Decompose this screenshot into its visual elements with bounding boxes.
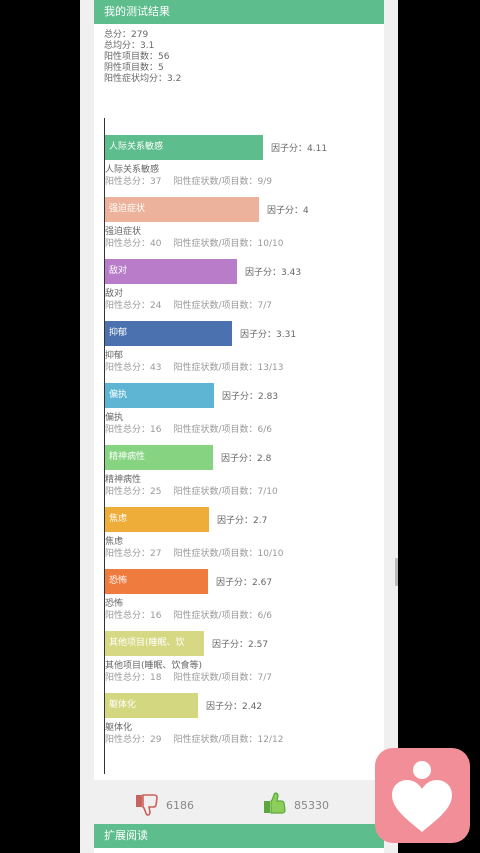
factor-total: 阳性总分：37: [105, 177, 162, 187]
factor-score: 因子分：2.8: [221, 454, 272, 464]
factor-stats: 阳性总分：16 阳性症状数/项目数：6/6: [105, 608, 272, 621]
factor-stats: 阳性总分：29 阳性症状数/项目数：12/12: [105, 732, 283, 745]
extended-reading-header: 扩展阅读: [94, 824, 384, 848]
factor-stats: 阳性总分：37 阳性症状数/项目数：9/9: [105, 174, 272, 187]
factor-count: 阳性症状数/项目数：10/10: [173, 239, 284, 249]
factor-row: 强迫症状 因子分：4 强迫症状 阳性总分：40 阳性症状数/项目数：10/10: [105, 197, 384, 259]
factor-score: 因子分：2.83: [222, 392, 279, 402]
like-button[interactable]: 85330: [262, 791, 329, 820]
extended-reading-card[interactable]: 扩展阅读: [94, 824, 384, 853]
factor-name: 偏执: [105, 413, 124, 423]
factor-bar: 恐怖: [105, 569, 208, 594]
factor-stats: 阳性总分：16 阳性症状数/项目数：6/6: [105, 422, 272, 435]
summary-negative-count: 阴性项目数：5: [104, 63, 164, 73]
factor-total: 阳性总分：25: [105, 487, 162, 497]
factor-row: 敌对 因子分：3.43 敌对 阳性总分：24 阳性症状数/项目数：7/7: [105, 259, 384, 321]
factor-row: 抑郁 因子分：3.31 抑郁 阳性总分：43 阳性症状数/项目数：13/13: [105, 321, 384, 383]
factor-row: 人际关系敏感 因子分：4.11 人际关系敏感 阳性总分：37 阳性症状数/项目数：9/9: [105, 135, 384, 197]
factor-bar: 其他项目(睡眠、饮: [105, 631, 204, 656]
factor-score: 因子分：3.31: [240, 330, 297, 340]
factor-bar: 抑郁: [105, 321, 232, 346]
factor-total: 阳性总分：27: [105, 549, 162, 559]
factor-row: 焦虑 因子分：2.7 焦虑 阳性总分：27 阳性症状数/项目数：10/10: [105, 507, 384, 569]
factor-score: 因子分：4: [267, 206, 309, 216]
factor-bar: 焦虑: [105, 507, 209, 532]
factor-total: 阳性总分：43: [105, 363, 162, 373]
like-count: 85330: [294, 798, 329, 812]
thumbs-down-icon: [134, 791, 160, 820]
factor-score: 因子分：2.7: [217, 516, 268, 526]
factor-name: 躯体化: [105, 723, 133, 733]
factor-count: 阳性症状数/项目数：9/9: [173, 177, 272, 187]
summary-average: 总均分：3.1: [104, 41, 155, 51]
scrollbar-thumb[interactable]: [395, 558, 398, 586]
factor-stats: 阳性总分：43 阳性症状数/项目数：13/13: [105, 360, 283, 373]
summary-positive-average: 阳性症状均分：3.2: [104, 74, 182, 84]
results-header: 我的测试结果: [94, 0, 384, 24]
factor-total: 阳性总分：18: [105, 673, 162, 683]
factor-row: 躯体化 因子分：2.42 躯体化 阳性总分：29 阳性症状数/项目数：12/12: [105, 693, 384, 755]
chart-axis: [104, 118, 105, 774]
factor-score: 因子分：3.43: [245, 268, 302, 278]
factor-count: 阳性症状数/项目数：6/6: [173, 425, 272, 435]
summary-total: 总分：279: [104, 30, 149, 40]
factor-score: 因子分：2.57: [212, 640, 269, 650]
factor-count: 阳性症状数/项目数：7/10: [173, 487, 278, 497]
results-card: 我的测试结果 总分：279 总均分：3.1 阳性项目数：56 阴性项目数：5 阳…: [94, 0, 384, 780]
heart-person-icon: [375, 761, 470, 847]
factor-bar: 强迫症状: [105, 197, 259, 222]
factor-bar: 躯体化: [105, 693, 198, 718]
factor-stats: 阳性总分：40 阳性症状数/项目数：10/10: [105, 236, 283, 249]
factor-name: 抑郁: [105, 351, 124, 361]
factor-name: 焦虑: [105, 537, 124, 547]
factor-row: 偏执 因子分：2.83 偏执 阳性总分：16 阳性症状数/项目数：6/6: [105, 383, 384, 445]
factor-count: 阳性症状数/项目数：13/13: [173, 363, 284, 373]
factor-bar: 人际关系敏感: [105, 135, 263, 160]
factor-count: 阳性症状数/项目数：6/6: [173, 611, 272, 621]
factor-bar: 敌对: [105, 259, 237, 284]
factor-row: 精神病性 因子分：2.8 精神病性 阳性总分：25 阳性症状数/项目数：7/10: [105, 445, 384, 507]
dislike-count: 6186: [166, 798, 194, 812]
factor-name: 其他项目(睡眠、饮食等): [105, 661, 203, 671]
factor-stats: 阳性总分：25 阳性症状数/项目数：7/10: [105, 484, 278, 497]
factor-score: 因子分：2.67: [216, 578, 273, 588]
factor-total: 阳性总分：24: [105, 301, 162, 311]
factor-total: 阳性总分：40: [105, 239, 162, 249]
factor-bar: 精神病性: [105, 445, 213, 470]
factor-total: 阳性总分：16: [105, 611, 162, 621]
dislike-button[interactable]: 6186: [134, 792, 194, 818]
factor-total: 阳性总分：29: [105, 735, 162, 745]
summary-block: 总分：279 总均分：3.1 阳性项目数：56 阴性项目数：5 阳性症状均分：3…: [94, 24, 384, 85]
factor-count: 阳性症状数/项目数：12/12: [173, 735, 284, 745]
factor-row: 其他项目(睡眠、饮 因子分：2.57 其他项目(睡眠、饮食等) 阳性总分：18 阳性症状…: [105, 631, 384, 693]
factor-list: 人际关系敏感 因子分：4.11 人际关系敏感 阳性总分：37 阳性症状数/项目数：9/9…: [105, 135, 384, 755]
factor-row: 恐怖 因子分：2.67 恐怖 阳性总分：16 阳性症状数/项目数：6/6: [105, 569, 384, 631]
factor-bar: 偏执: [105, 383, 214, 408]
factor-count: 阳性症状数/项目数：7/7: [173, 673, 272, 683]
factor-name: 恐怖: [105, 599, 124, 609]
factor-count: 阳性症状数/项目数：10/10: [173, 549, 284, 559]
vote-bar: 6186 85330: [80, 784, 398, 824]
factor-name: 敌对: [105, 289, 124, 299]
results-page: 我的测试结果 总分：279 总均分：3.1 阳性项目数：56 阴性项目数：5 阳…: [80, 0, 398, 853]
factor-score: 因子分：4.11: [271, 144, 328, 154]
factor-stats: 阳性总分：24 阳性症状数/项目数：7/7: [105, 298, 272, 311]
factor-count: 阳性症状数/项目数：7/7: [173, 301, 272, 311]
factor-total: 阳性总分：16: [105, 425, 162, 435]
factor-score: 因子分：2.42: [206, 702, 263, 712]
thumbs-up-icon: [262, 791, 288, 820]
factor-name: 人际关系敏感: [105, 165, 160, 175]
summary-positive-count: 阳性项目数：56: [104, 52, 170, 62]
factor-name: 精神病性: [105, 475, 142, 485]
floating-heart-button[interactable]: [375, 748, 470, 843]
factor-stats: 阳性总分：27 阳性症状数/项目数：10/10: [105, 546, 283, 559]
factor-stats: 阳性总分：18 阳性症状数/项目数：7/7: [105, 670, 272, 683]
factor-name: 强迫症状: [105, 227, 142, 237]
